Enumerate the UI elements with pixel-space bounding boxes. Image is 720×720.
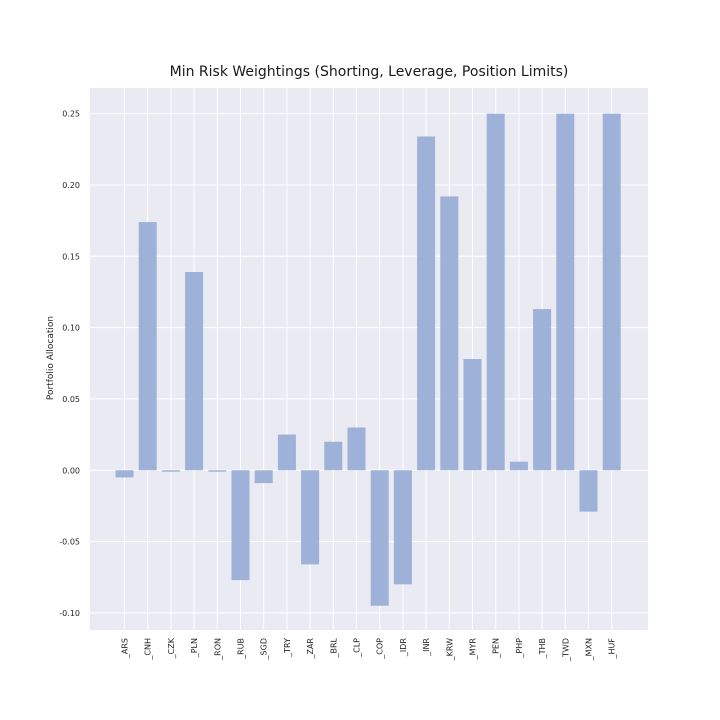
x-tick-label: _RUB [237, 638, 246, 660]
x-tick-label: _COP [376, 638, 385, 660]
bar-huf [602, 113, 621, 471]
y-tick-label: -0.05 [59, 538, 80, 547]
x-tick-label: _MYR [469, 638, 478, 661]
bar-clp [347, 427, 366, 471]
bar-myr [463, 359, 482, 471]
x-tick-label: _PHP [515, 638, 524, 659]
bar-twd [556, 113, 575, 471]
y-tick-label: 0.20 [62, 181, 80, 190]
x-tick-label: _INR [422, 638, 431, 657]
bar-cnh [138, 222, 157, 471]
bar-rub [231, 470, 250, 581]
bar-brl [324, 441, 343, 471]
x-tick-label: _SGD [260, 638, 269, 660]
bar-try [277, 434, 296, 471]
x-tick-label: _HUF [608, 638, 617, 660]
plot-background [90, 88, 648, 630]
y-tick-label: 0.10 [62, 324, 80, 333]
x-tick-label: _THB [538, 638, 547, 659]
bar-inr [417, 136, 436, 471]
x-tick-label: _PEN [492, 638, 501, 659]
chart-title: Min Risk Weightings (Shorting, Leverage,… [169, 64, 569, 80]
x-tick-label: _KRW [445, 638, 454, 661]
bar-thb [533, 309, 552, 471]
x-tick-label: _TRY [283, 638, 292, 658]
bar-pln [185, 271, 204, 471]
bar-krw [440, 196, 459, 471]
y-tick-label: 0.25 [62, 110, 80, 119]
x-tick-label: _IDR [399, 638, 408, 658]
bar-zar [301, 470, 320, 565]
bar-mxn [579, 470, 598, 512]
x-tick-label: _CZK [167, 637, 176, 659]
y-tick-label: -0.10 [59, 609, 80, 618]
x-tick-label: _RON [213, 638, 222, 661]
x-tick-label: _MXN [585, 638, 594, 661]
x-tick-label: _PLN [190, 638, 199, 658]
x-tick-label: _BRL [329, 637, 338, 658]
bar-php [509, 461, 528, 471]
bar-czk [161, 470, 180, 472]
x-tick-label: _CNH [144, 638, 153, 661]
x-tick-label: _TWD [561, 638, 570, 662]
bar-pen [486, 113, 505, 471]
x-tick-label: _ARS [121, 638, 130, 659]
y-tick-label: 0.05 [62, 395, 80, 404]
bar-cop [370, 470, 389, 606]
bar-sgd [254, 470, 273, 484]
y-tick-label: 0.00 [62, 466, 80, 475]
x-tick-label: _ZAR [306, 638, 315, 660]
bar-ron [208, 470, 227, 472]
x-tick-label: _CLP [353, 638, 362, 658]
bar-idr [393, 470, 412, 585]
y-tick-label: 0.15 [62, 252, 80, 261]
bar-ars [115, 470, 134, 478]
